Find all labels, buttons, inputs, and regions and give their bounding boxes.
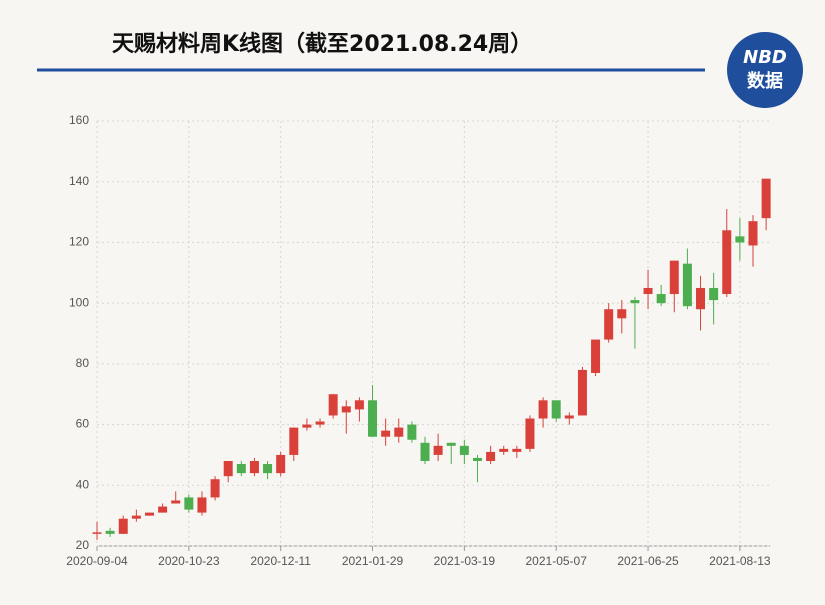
candle-body <box>551 400 561 419</box>
x-tick-label: 2021-08-13 <box>709 554 771 568</box>
candle-body <box>446 442 456 446</box>
candle-body <box>302 424 312 428</box>
candle-body <box>420 442 430 461</box>
candle-body <box>643 287 653 295</box>
candle-body <box>459 445 469 455</box>
candle-body <box>171 500 181 504</box>
candle-body <box>761 178 771 219</box>
candle-body <box>630 300 640 304</box>
candle-body <box>144 512 154 516</box>
candle-body <box>105 530 115 534</box>
candle-body <box>197 497 207 513</box>
x-tick-label: 2021-01-29 <box>342 554 404 568</box>
candle-body <box>591 339 601 373</box>
candle-body <box>315 421 325 425</box>
candle-body <box>577 369 587 416</box>
candle-body <box>486 451 496 461</box>
candle-body <box>276 454 286 474</box>
candle-body <box>472 457 482 461</box>
x-tick-label: 2020-10-23 <box>158 554 220 568</box>
candle-body <box>394 427 404 437</box>
candle-body <box>525 418 535 449</box>
candle-body <box>341 406 351 413</box>
candle-body <box>131 515 141 519</box>
candle-body <box>709 287 719 301</box>
candle-body <box>512 448 522 452</box>
y-tick-label: 120 <box>69 235 89 249</box>
x-tick-label: 2021-05-07 <box>526 554 588 568</box>
candle-body <box>656 294 666 304</box>
y-tick-label: 40 <box>76 477 90 491</box>
candle-body <box>184 497 194 510</box>
y-tick-label: 100 <box>69 295 89 309</box>
candle-body <box>617 309 627 319</box>
candle-body <box>92 532 102 534</box>
candle-body <box>354 400 364 410</box>
y-tick-label: 140 <box>69 174 89 188</box>
candle-body <box>433 445 443 455</box>
logo-text: NBD <box>743 47 787 68</box>
candle-body <box>735 236 745 243</box>
candle-body <box>381 430 391 437</box>
y-tick-label: 160 <box>69 113 89 127</box>
x-tick-label: 2021-06-25 <box>617 554 679 568</box>
candle-body <box>604 309 614 340</box>
x-tick-label: 2021-03-19 <box>434 554 496 568</box>
logo-text: 数据 <box>747 70 783 92</box>
candle-body <box>748 221 758 246</box>
candle-body <box>722 230 732 295</box>
candle-body <box>289 427 299 455</box>
candle-body <box>158 506 168 513</box>
candle-body <box>118 518 128 534</box>
candle-body <box>249 461 259 474</box>
candle-body <box>263 464 273 474</box>
candle-body <box>407 424 417 440</box>
x-tick-label: 2020-12-11 <box>250 554 311 568</box>
candle-body <box>328 394 338 416</box>
candle-body <box>499 448 509 452</box>
candle-body <box>236 464 246 474</box>
candle-body <box>696 287 706 310</box>
x-tick-label: 2020-09-04 <box>66 554 128 568</box>
candle-body <box>210 479 220 498</box>
candle-body <box>564 415 574 419</box>
y-tick-label: 80 <box>76 356 90 370</box>
candle-body <box>538 400 548 419</box>
candle-body <box>368 400 378 437</box>
y-tick-label: 20 <box>76 538 90 552</box>
candle-body <box>682 263 692 307</box>
chart-title: 天赐材料周K线图（截至2021.08.24周） <box>112 31 532 57</box>
candle-body <box>223 461 233 477</box>
logo <box>727 32 803 108</box>
candle-body <box>669 260 679 295</box>
y-tick-label: 60 <box>76 417 90 431</box>
